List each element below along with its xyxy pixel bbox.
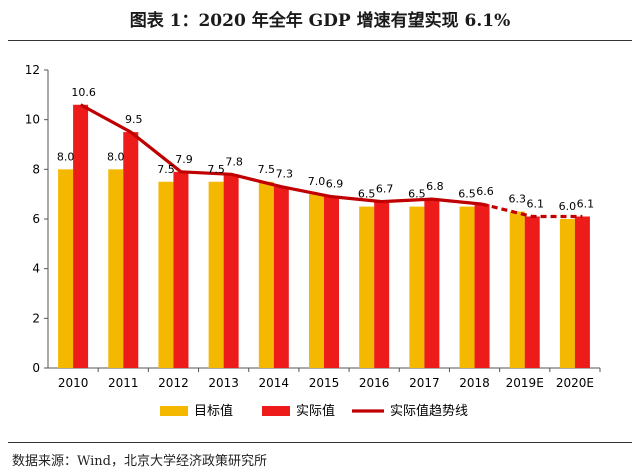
actual-value-label: 7.3 bbox=[276, 168, 294, 181]
y-tick-label: 12 bbox=[25, 63, 40, 77]
target-bar bbox=[258, 181, 274, 368]
actual-bar bbox=[173, 171, 189, 368]
actual-bar bbox=[273, 186, 289, 368]
actual-bar bbox=[73, 104, 89, 369]
actual-value-label: 6.6 bbox=[476, 185, 494, 198]
x-tick-label: 2011 bbox=[108, 376, 139, 390]
x-tick-label: 2020E bbox=[556, 376, 594, 390]
target-bar bbox=[208, 181, 224, 368]
y-tick-label: 0 bbox=[32, 361, 40, 375]
target-bar bbox=[459, 206, 475, 368]
y-tick-label: 8 bbox=[32, 162, 40, 176]
target-value-label: 6.5 bbox=[408, 188, 426, 201]
source-rule bbox=[8, 442, 632, 443]
target-value-label: 8.0 bbox=[57, 150, 75, 163]
y-tick-label: 6 bbox=[32, 212, 40, 226]
actual-value-label: 7.9 bbox=[175, 153, 193, 166]
target-value-label: 7.0 bbox=[308, 175, 326, 188]
title-rule bbox=[8, 40, 632, 41]
x-tick-label: 2010 bbox=[58, 376, 89, 390]
actual-bar bbox=[574, 216, 590, 368]
actual-value-label: 6.9 bbox=[326, 178, 344, 191]
actual-bar bbox=[223, 174, 239, 368]
chart-title: 图表 1：2020 年全年 GDP 增速有望实现 6.1% bbox=[129, 11, 511, 31]
legend-swatch-target bbox=[160, 406, 188, 416]
target-bar bbox=[359, 206, 375, 368]
target-bar bbox=[58, 169, 74, 368]
target-value-label: 7.5 bbox=[258, 163, 276, 176]
legend-label-target: 目标值 bbox=[194, 403, 233, 419]
legend-label-trend: 实际值趋势线 bbox=[390, 403, 468, 419]
target-value-label: 8.0 bbox=[107, 150, 125, 163]
y-tick-label: 2 bbox=[32, 311, 40, 325]
actual-value-label: 10.6 bbox=[71, 86, 96, 99]
actual-value-label: 6.1 bbox=[526, 198, 544, 211]
y-tick-label: 4 bbox=[32, 262, 40, 276]
actual-bar bbox=[374, 201, 390, 368]
actual-value-label: 9.5 bbox=[125, 113, 143, 126]
target-value-label: 6.5 bbox=[458, 188, 476, 201]
target-bar bbox=[158, 181, 174, 368]
x-tick-label: 2012 bbox=[158, 376, 189, 390]
target-value-label: 7.5 bbox=[157, 163, 175, 176]
target-value-label: 6.5 bbox=[358, 188, 376, 201]
target-bar bbox=[108, 169, 124, 368]
target-bar bbox=[309, 194, 324, 368]
x-tick-label: 2016 bbox=[359, 376, 390, 390]
legend-label-actual: 实际值 bbox=[296, 403, 335, 419]
actual-bar bbox=[424, 199, 440, 368]
source-note: 数据来源：Wind，北京大学经济政策研究所 bbox=[12, 454, 267, 469]
trend-line-dashed bbox=[481, 202, 583, 219]
actual-bar bbox=[524, 216, 540, 368]
x-tick-label: 2018 bbox=[459, 376, 490, 390]
target-value-label: 6.3 bbox=[508, 193, 526, 206]
target-bar bbox=[409, 206, 425, 368]
actual-value-label: 6.7 bbox=[376, 183, 394, 196]
target-value-label: 6.0 bbox=[559, 200, 577, 213]
actual-value-label: 6.8 bbox=[426, 180, 444, 193]
y-tick-label: 10 bbox=[25, 113, 40, 127]
actual-bar bbox=[474, 204, 490, 368]
target-bar bbox=[559, 219, 575, 368]
actual-value-label: 7.8 bbox=[225, 155, 243, 168]
actual-bar bbox=[123, 132, 139, 368]
actual-value-label: 6.1 bbox=[577, 198, 595, 211]
trend-line-solid bbox=[79, 103, 483, 206]
x-tick-label: 2019E bbox=[506, 376, 544, 390]
target-value-label: 7.5 bbox=[207, 163, 225, 176]
x-tick-label: 2013 bbox=[208, 376, 239, 390]
legend-swatch-actual bbox=[262, 406, 290, 416]
x-tick-label: 2017 bbox=[409, 376, 440, 390]
target-bar bbox=[509, 211, 525, 368]
actual-bar bbox=[324, 196, 339, 368]
x-tick-label: 2015 bbox=[309, 376, 340, 390]
x-tick-label: 2014 bbox=[259, 376, 290, 390]
